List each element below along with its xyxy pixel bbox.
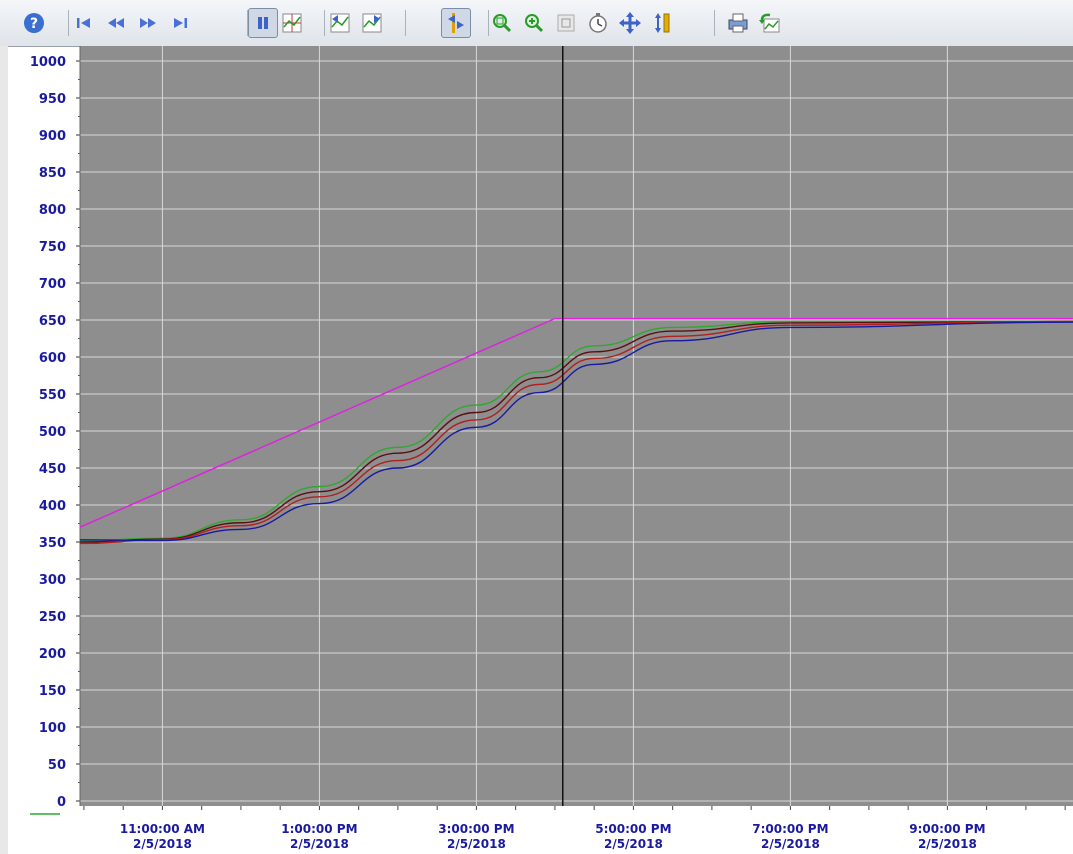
x-tick-time: 5:00:00 PM xyxy=(595,822,671,836)
trend-forward-button[interactable] xyxy=(358,9,386,37)
y-tick-label: 650 xyxy=(39,314,66,329)
x-tick-date: 2/5/2018 xyxy=(918,837,977,851)
ruler-toggle-button[interactable] xyxy=(441,8,471,38)
toolbar-separator xyxy=(714,10,715,36)
x-tick-time: 1:00:00 PM xyxy=(281,822,357,836)
y-tick-label: 250 xyxy=(39,610,66,625)
series-line-5 xyxy=(79,321,1073,542)
series-line-1 xyxy=(79,317,1073,528)
trend-back-icon xyxy=(330,13,350,33)
trend-select-button[interactable] xyxy=(278,9,306,37)
pause-icon xyxy=(258,17,268,29)
zoom-in-button[interactable] xyxy=(520,9,548,37)
x-tick-time: 11:00:00 AM xyxy=(120,822,205,836)
zoom-area-button[interactable] xyxy=(488,9,516,37)
series-line-3 xyxy=(79,320,1073,543)
last-button[interactable] xyxy=(166,9,194,37)
y-tick-label: 1000 xyxy=(30,55,66,70)
y-tick-label: 200 xyxy=(39,647,66,662)
x-tick-date: 2/5/2018 xyxy=(761,837,820,851)
y-tick-label: 950 xyxy=(39,92,66,107)
y-tick-label: 150 xyxy=(39,684,66,699)
x-tick-time: 3:00:00 PM xyxy=(438,822,514,836)
zoom-reset-icon xyxy=(557,14,575,32)
y-tick-label: 750 xyxy=(39,240,66,255)
y-tick-label: 350 xyxy=(39,536,66,551)
help-icon: ? xyxy=(24,13,44,33)
time-range-button[interactable] xyxy=(584,9,612,37)
pause-button[interactable] xyxy=(248,8,278,38)
next-icon xyxy=(140,18,156,28)
value-axis[interactable]: 1000950900850800750700650600550500450400… xyxy=(30,46,81,810)
zoom-area-icon xyxy=(493,14,512,33)
y-tick-label: 0 xyxy=(57,795,66,810)
y-tick-label: 700 xyxy=(39,277,66,292)
toolbar-separator xyxy=(405,10,406,36)
time-range-icon xyxy=(589,13,607,33)
y-tick-label: 100 xyxy=(39,721,66,736)
value-axis-button[interactable] xyxy=(648,9,676,37)
zoom-in-icon xyxy=(525,14,544,33)
y-tick-label: 850 xyxy=(39,166,66,181)
x-tick-date: 2/5/2018 xyxy=(604,837,663,851)
value-axis-icon xyxy=(655,13,670,33)
next-button[interactable] xyxy=(134,9,162,37)
trend-series xyxy=(79,317,1073,545)
plot-area xyxy=(80,46,1073,806)
toolbar-separator xyxy=(247,10,248,36)
trend-select-icon xyxy=(282,13,302,33)
print-icon xyxy=(728,13,748,33)
ruler-toggle-icon xyxy=(448,13,464,33)
svg-text:?: ? xyxy=(30,16,38,32)
toolbar-separator xyxy=(324,10,325,36)
y-tick-label: 600 xyxy=(39,351,66,366)
toolbar-separator xyxy=(68,10,69,36)
toolbar-separator xyxy=(488,10,489,36)
x-tick-time: 7:00:00 PM xyxy=(752,822,828,836)
undo-button[interactable] xyxy=(756,9,784,37)
last-icon xyxy=(174,18,187,28)
trend-back-button[interactable] xyxy=(326,9,354,37)
grid-lines xyxy=(80,46,1073,806)
previous-icon xyxy=(108,18,124,28)
y-tick-label: 400 xyxy=(39,499,66,514)
help-button[interactable]: ? xyxy=(20,9,48,37)
pan-button[interactable] xyxy=(616,9,644,37)
first-icon xyxy=(77,18,90,28)
trend-toolbar: ? xyxy=(0,0,1073,47)
x-tick-time: 9:00:00 PM xyxy=(909,822,985,836)
y-tick-label: 500 xyxy=(39,425,66,440)
first-button[interactable] xyxy=(70,9,98,37)
series-line-4 xyxy=(79,320,1073,545)
partial-side-panel xyxy=(0,46,8,854)
y-tick-label: 900 xyxy=(39,129,66,144)
y-tick-label: 300 xyxy=(39,573,66,588)
undo-icon xyxy=(759,13,780,33)
pan-icon xyxy=(619,12,641,34)
x-tick-date: 2/5/2018 xyxy=(133,837,192,851)
print-button[interactable] xyxy=(724,9,752,37)
y-tick-label: 450 xyxy=(39,462,66,477)
previous-button[interactable] xyxy=(102,9,130,37)
series-line-2 xyxy=(79,320,1073,542)
trend-chart[interactable]: 1000950900850800750700650600550500450400… xyxy=(0,46,1073,854)
y-tick-label: 550 xyxy=(39,388,66,403)
y-tick-label: 800 xyxy=(39,203,66,218)
zoom-reset-button[interactable] xyxy=(552,9,580,37)
y-tick-label: 50 xyxy=(48,758,66,773)
trend-forward-icon xyxy=(362,13,382,33)
x-tick-date: 2/5/2018 xyxy=(290,837,349,851)
x-tick-date: 2/5/2018 xyxy=(447,837,506,851)
